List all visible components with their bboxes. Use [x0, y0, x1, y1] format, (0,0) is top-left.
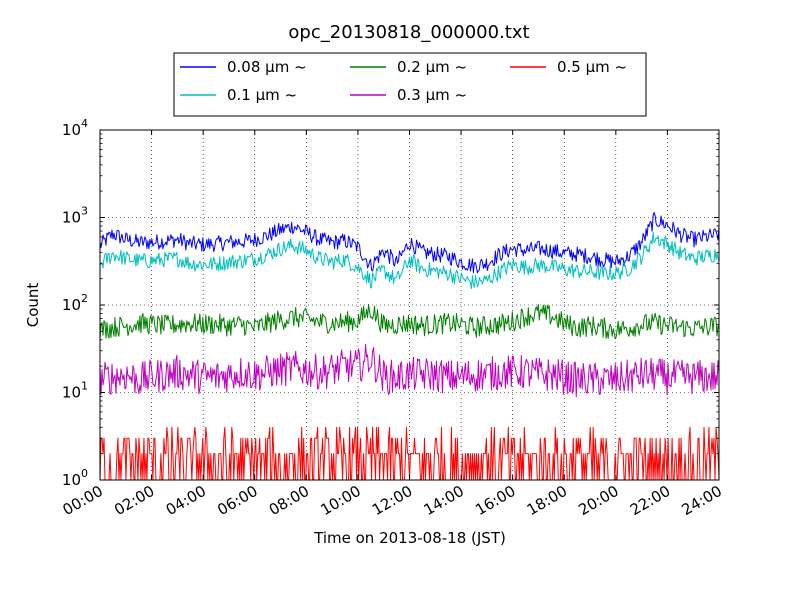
- y-tick-base: 10: [62, 471, 81, 489]
- y-tick-exponent: 1: [81, 380, 88, 393]
- x-tick-label: 24:00: [679, 482, 725, 519]
- x-tick-label: 10:00: [317, 482, 363, 519]
- y-tick-base: 10: [62, 121, 81, 139]
- y-tick-label: 103: [62, 205, 88, 227]
- legend-item: 0.2 μm ~: [350, 58, 467, 76]
- series-line: [99, 303, 720, 340]
- x-tick-label: 18:00: [524, 482, 570, 519]
- x-tick-label: 04:00: [163, 482, 209, 519]
- y-tick-exponent: 2: [81, 292, 88, 305]
- legend-item: 0.3 μm ~: [350, 86, 467, 104]
- series-line: [99, 343, 720, 398]
- series-line: [99, 231, 720, 290]
- y-tick-exponent: 0: [81, 467, 88, 480]
- legend-item: 0.5 μm ~: [510, 58, 627, 76]
- y-axis-label: Count: [24, 283, 42, 328]
- y-tick-base: 10: [62, 384, 81, 402]
- x-tick-label: 20:00: [575, 482, 621, 519]
- legend-label: 0.1 μm ~: [227, 86, 297, 104]
- legend-item: 0.08 μm ~: [180, 58, 307, 76]
- x-tick-label: 06:00: [214, 482, 260, 519]
- chart-title: opc_20130818_000000.txt: [288, 22, 529, 43]
- x-tick-label: 02:00: [111, 482, 157, 519]
- x-tick-label: 16:00: [472, 482, 518, 519]
- y-tick-exponent: 3: [81, 205, 88, 218]
- legend-label: 0.5 μm ~: [557, 58, 627, 76]
- x-tick-label: 14:00: [421, 482, 467, 519]
- legend-label: 0.2 μm ~: [397, 58, 467, 76]
- x-axis-label: Time on 2013-08-18 (JST): [313, 529, 506, 547]
- plot-background: [100, 130, 719, 480]
- y-tick-exponent: 4: [81, 117, 88, 130]
- x-tick-labels: 00:00 02:00 04:00 06:00 08:00 10:00 12:00 14:00…: [60, 482, 725, 519]
- y-tick-base: 10: [62, 296, 81, 314]
- plot-area: [99, 129, 720, 481]
- y-tick-base: 10: [62, 209, 81, 227]
- y-tick-label: 102: [62, 292, 88, 314]
- x-tick-label: 12:00: [369, 482, 415, 519]
- x-tick-label: 22:00: [627, 482, 673, 519]
- y-tick-label: 101: [62, 380, 88, 402]
- axis-ticks: [99, 129, 720, 481]
- y-tick-label: 104: [62, 117, 88, 139]
- x-tick-label: 08:00: [266, 482, 312, 519]
- legend: 0.08 μm ~ 0.1 μm ~ 0.2 μm ~ 0.3 μm ~ 0.5 μm …: [173, 52, 647, 117]
- legend-item: 0.1 μm ~: [180, 86, 297, 104]
- legend-label: 0.08 μm ~: [227, 58, 307, 76]
- series-line: [99, 211, 720, 274]
- legend-label: 0.3 μm ~: [397, 86, 467, 104]
- y-tick-label: 100: [62, 467, 88, 489]
- legend-box: [173, 52, 647, 117]
